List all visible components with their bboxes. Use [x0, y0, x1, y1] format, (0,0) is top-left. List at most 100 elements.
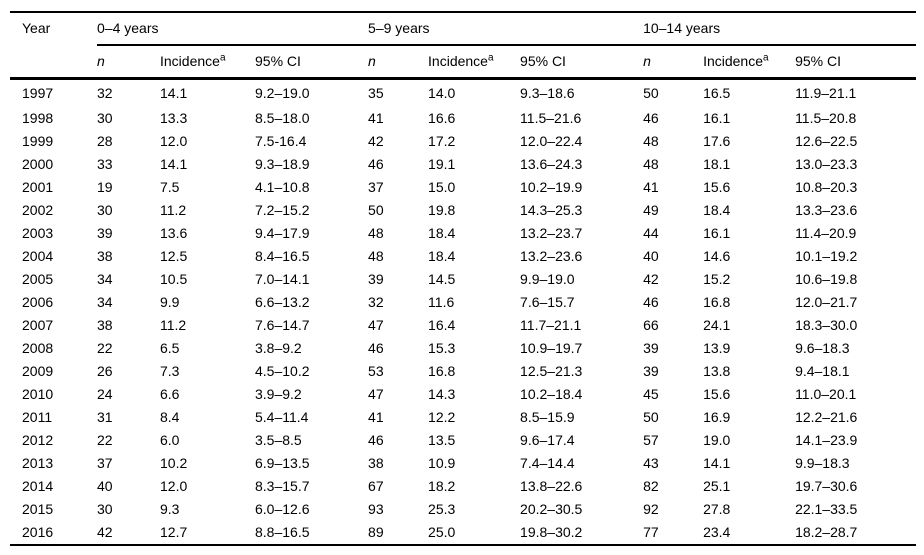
- column-header-n: n: [643, 45, 703, 79]
- table-row: 2006 34 9.9 6.6–13.2 32 11.6 7.6–15.7 46…: [10, 291, 916, 314]
- ci-cell: 13.2–23.7: [520, 225, 583, 241]
- ci-cell: 11.5–21.6: [520, 110, 582, 126]
- table-row: 2002 30 11.2 7.2–15.2 50 19.8 14.3–25.3 …: [10, 199, 916, 222]
- n-label: n: [643, 53, 651, 69]
- ci-cell: 7.5-16.4: [255, 133, 307, 149]
- incidence-cell: 15.0: [428, 179, 456, 195]
- ci-cell: 19.8–30.2: [520, 524, 583, 540]
- year-cell: 2014: [22, 478, 54, 494]
- year-cell: 2003: [22, 225, 54, 241]
- n-cell: 34: [97, 271, 113, 287]
- n-cell: 22: [97, 432, 113, 448]
- incidence-cell: 10.5: [160, 271, 188, 287]
- incidence-cell: 25.3: [428, 501, 456, 517]
- n-cell: 24: [97, 386, 113, 402]
- n-cell: 30: [97, 501, 113, 517]
- footnote-marker-a: a: [219, 52, 226, 64]
- n-cell: 41: [368, 409, 384, 425]
- n-cell: 48: [368, 248, 384, 264]
- incidence-cell: 13.9: [703, 340, 731, 356]
- ci-cell: 9.3–18.6: [520, 77, 644, 107]
- n-cell: 30: [97, 110, 113, 126]
- incidence-cell: 7.3: [160, 363, 180, 379]
- n-cell: 35: [368, 77, 429, 107]
- year-cell: 2009: [22, 363, 54, 379]
- ci-cell: 8.4–16.5: [255, 248, 310, 264]
- ci-cell: 3.8–9.2: [255, 340, 302, 356]
- n-cell: 47: [368, 317, 384, 333]
- incidence-cell: 27.8: [703, 501, 731, 517]
- incidence-cell: 16.6: [428, 110, 456, 126]
- ci-cell: 11.0–20.1: [795, 386, 857, 402]
- incidence-cell: 14.5: [428, 271, 456, 287]
- n-cell: 50: [368, 202, 384, 218]
- n-cell: 93: [368, 501, 384, 517]
- incidence-cell: 6.0: [160, 432, 180, 448]
- ci-cell: 19.7–30.6: [795, 478, 858, 494]
- incidence-cell: 13.5: [428, 432, 456, 448]
- incidence-cell: 25.0: [428, 524, 456, 540]
- incidence-cell: 16.8: [703, 294, 731, 310]
- table-row: 2012 22 6.0 3.5–8.5 46 13.5 9.6–17.4 57 …: [10, 429, 916, 452]
- n-cell: 48: [368, 225, 384, 241]
- table-row: 2000 33 14.1 9.3–18.9 46 19.1 13.6–24.3 …: [10, 153, 916, 176]
- incidence-cell: 14.1: [160, 156, 188, 172]
- ci-cell: 12.0–22.4: [520, 133, 583, 149]
- year-cell: 2004: [22, 248, 54, 264]
- n-cell: 41: [643, 179, 659, 195]
- ci-cell: 9.6–17.4: [520, 432, 575, 448]
- incidence-cell: 16.1: [703, 110, 731, 126]
- ci-cell: 9.9–18.3: [795, 455, 850, 471]
- table-row: 2010 24 6.6 3.9–9.2 47 14.3 10.2–18.4 45…: [10, 383, 916, 406]
- footnote-marker-a: a: [763, 52, 769, 64]
- incidence-cell: 15.3: [428, 340, 456, 356]
- n-cell: 38: [368, 455, 384, 471]
- incidence-cell: 19.8: [428, 202, 456, 218]
- n-cell: 48: [643, 156, 659, 172]
- incidence-cell: 18.1: [703, 156, 731, 172]
- incidence-cell: 17.6: [703, 133, 731, 149]
- year-cell: 2015: [22, 501, 54, 517]
- incidence-table: Year 0–4 years 5–9 years 10–14 years n I…: [10, 11, 917, 546]
- incidence-cell: 14.1: [703, 455, 731, 471]
- incidence-cell: 11.6: [428, 294, 455, 310]
- incidence-cell: 19.0: [703, 432, 731, 448]
- incidence-cell: 15.6: [703, 386, 731, 402]
- ci-cell: 6.6–13.2: [255, 294, 310, 310]
- ci-cell: 10.1–19.2: [795, 248, 858, 264]
- year-cell: 2001: [22, 179, 54, 195]
- n-cell: 49: [643, 202, 659, 218]
- n-cell: 42: [368, 133, 384, 149]
- ci-cell: 9.2–19.0: [255, 77, 369, 107]
- incidence-cell: 12.2: [428, 409, 456, 425]
- n-cell: 28: [97, 133, 113, 149]
- incidence-cell: 11.2: [160, 317, 187, 333]
- ci-cell: 9.3–18.9: [255, 156, 310, 172]
- n-cell: 26: [97, 363, 113, 379]
- incidence-cell: 7.5: [160, 179, 180, 195]
- table-row: 2008 22 6.5 3.8–9.2 46 15.3 10.9–19.7 39…: [10, 337, 916, 360]
- incidence-cell: 13.8: [703, 363, 731, 379]
- year-cell: 2005: [22, 271, 54, 287]
- ci-cell: 9.6–18.3: [795, 340, 850, 356]
- ci-cell: 6.9–13.5: [255, 455, 310, 471]
- column-header-n: n: [368, 45, 428, 79]
- n-cell: 39: [97, 225, 113, 241]
- incidence-cell: 18.2: [428, 478, 456, 494]
- sub-header-row: n Incidencea 95% CI n Incidencea 95% CI …: [10, 45, 916, 79]
- incidence-label: Incidence: [160, 53, 220, 69]
- incidence-cell: 14.0: [428, 77, 521, 107]
- ci-cell: 14.1–23.9: [795, 432, 858, 448]
- n-cell: 22: [97, 340, 113, 356]
- n-cell: 39: [643, 363, 659, 379]
- incidence-cell: 24.1: [703, 317, 731, 333]
- column-group-5-9-years: 5–9 years: [368, 12, 644, 46]
- n-cell: 39: [643, 340, 659, 356]
- ci-cell: 22.1–33.5: [795, 501, 858, 517]
- column-group-10-14-years: 10–14 years: [643, 12, 917, 46]
- ci-cell: 11.4–20.9: [795, 225, 857, 241]
- table-row: 2009 26 7.3 4.5–10.2 53 16.8 12.5–21.3 3…: [10, 360, 916, 383]
- incidence-cell: 18.4: [428, 225, 456, 241]
- ci-cell: 8.3–15.7: [255, 478, 310, 494]
- year-cell: 2006: [22, 294, 54, 310]
